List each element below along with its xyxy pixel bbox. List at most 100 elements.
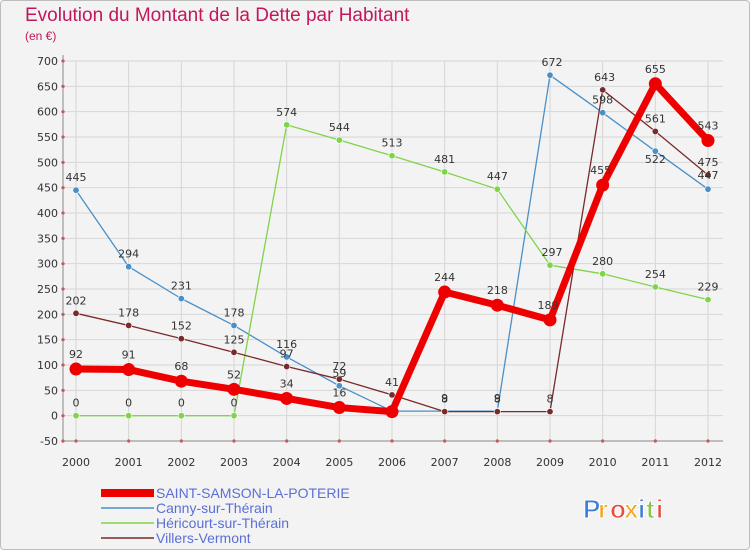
data-point-saint-samson-la-poterie [385, 405, 399, 419]
data-point-villers-vermont [177, 335, 185, 343]
chart-subtitle: (en €) [25, 29, 57, 43]
data-label-canny-sur-therain: 59 [332, 367, 346, 380]
data-label-villers-vermont: 97 [280, 348, 294, 361]
y-tick-label: 450 [37, 182, 58, 195]
x-tick-label: 2003 [220, 456, 248, 469]
data-label-villers-vermont: 8 [441, 393, 448, 406]
proxiti-logo: Pr ox i t i [583, 494, 664, 525]
data-label-villers-vermont: 475 [698, 156, 719, 169]
data-point-hericourt-sur-therain [651, 283, 659, 291]
x-tick-label: 2006 [378, 456, 406, 469]
data-label-villers-vermont: 72 [332, 360, 346, 373]
data-point-villers-vermont [651, 127, 659, 135]
data-label-villers-vermont: 202 [66, 294, 87, 307]
data-label-canny-sur-therain: 231 [171, 280, 192, 293]
data-label-canny-sur-therain: 294 [118, 248, 139, 261]
data-label-villers-vermont: 41 [385, 376, 399, 389]
data-point-canny-sur-therain [651, 147, 659, 155]
data-point-canny-sur-therain [125, 263, 133, 271]
data-point-hericourt-sur-therain [335, 136, 343, 144]
data-point-canny-sur-therain [546, 71, 554, 79]
x-tick-label: 2001 [115, 456, 143, 469]
data-label-saint-samson-la-poterie: 244 [434, 271, 455, 284]
data-point-villers-vermont [704, 171, 712, 179]
chart-title: Evolution du Montant de la Dette par Hab… [25, 5, 410, 26]
data-point-hericourt-sur-therain [704, 296, 712, 304]
data-label-canny-sur-therain: 9 [494, 392, 501, 405]
x-tick-label: 2004 [273, 456, 301, 469]
data-point-hericourt-sur-therain [125, 412, 133, 420]
logo-letter: t [646, 494, 655, 524]
data-point-villers-vermont [335, 375, 343, 383]
data-label-saint-samson-la-poterie: 34 [280, 377, 294, 390]
logo-letter: r [598, 494, 608, 524]
data-label-saint-samson-la-poterie: 455 [590, 164, 611, 177]
y-tick-label: 300 [37, 258, 58, 271]
y-tick-label: 500 [37, 156, 58, 169]
x-tick-label: 2012 [694, 456, 722, 469]
data-point-canny-sur-therain [599, 109, 607, 117]
data-point-hericourt-sur-therain [441, 168, 449, 176]
y-tick-label: -50 [40, 435, 58, 448]
data-point-saint-samson-la-poterie [174, 374, 188, 388]
data-point-saint-samson-la-poterie [701, 134, 715, 148]
data-label-hericourt-sur-therain: 297 [542, 246, 563, 259]
data-point-hericourt-sur-therain [388, 152, 396, 160]
data-point-villers-vermont [546, 408, 554, 416]
data-point-canny-sur-therain [177, 295, 185, 303]
data-point-saint-samson-la-poterie [543, 313, 557, 327]
data-label-canny-sur-therain: 178 [224, 306, 245, 319]
data-point-hericourt-sur-therain [177, 412, 185, 420]
data-point-saint-samson-la-poterie [332, 401, 346, 415]
x-tick-label: 2009 [536, 456, 564, 469]
data-point-villers-vermont [230, 348, 238, 356]
data-label-hericourt-sur-therain: 254 [645, 268, 666, 281]
data-label-hericourt-sur-therain: 574 [276, 106, 297, 119]
data-label-canny-sur-therain: 672 [542, 56, 563, 69]
legend-label-canny-sur-therain: Canny-sur-Thérain [156, 500, 273, 516]
y-tick-label: 100 [37, 359, 58, 372]
y-tick-label: 600 [37, 106, 58, 119]
data-point-saint-samson-la-poterie [69, 362, 83, 376]
data-label-canny-sur-therain: 9 [441, 392, 448, 405]
data-label-villers-vermont: 125 [224, 333, 245, 346]
data-label-hericourt-sur-therain: 513 [382, 137, 403, 150]
data-point-canny-sur-therain [704, 185, 712, 193]
data-point-saint-samson-la-poterie [122, 363, 136, 377]
data-label-saint-samson-la-poterie: 218 [487, 284, 508, 297]
data-point-saint-samson-la-poterie [227, 382, 241, 396]
data-label-saint-samson-la-poterie: 68 [174, 360, 188, 373]
logo-letter: i [656, 494, 663, 524]
data-label-canny-sur-therain: 445 [66, 171, 87, 184]
data-label-villers-vermont: 643 [594, 71, 615, 84]
data-point-villers-vermont [388, 391, 396, 399]
legend-label-villers-vermont: Villers-Vermont [156, 530, 251, 546]
data-point-canny-sur-therain [230, 321, 238, 329]
data-point-villers-vermont [599, 86, 607, 94]
data-label-canny-sur-therain: 598 [592, 94, 613, 107]
data-label-hericourt-sur-therain: 0 [178, 397, 185, 410]
x-tick-label: 2010 [589, 456, 617, 469]
data-point-villers-vermont [493, 408, 501, 416]
logo-letter: i [638, 494, 645, 524]
data-label-hericourt-sur-therain: 229 [698, 281, 719, 294]
data-label-saint-samson-la-poterie: 52 [227, 368, 241, 381]
data-label-villers-vermont: 8 [494, 393, 501, 406]
legend-label-saint-samson-la-poterie: SAINT-SAMSON-LA-POTERIE [156, 485, 350, 501]
x-tick-label: 2011 [641, 456, 669, 469]
data-label-hericourt-sur-therain: 0 [73, 397, 80, 410]
data-point-hericourt-sur-therain [493, 185, 501, 193]
data-label-saint-samson-la-poterie: 655 [645, 63, 666, 76]
data-label-villers-vermont: 178 [118, 306, 139, 319]
data-point-hericourt-sur-therain [283, 121, 291, 129]
y-tick-label: 650 [37, 80, 58, 93]
data-label-hericourt-sur-therain: 481 [434, 153, 455, 166]
data-point-saint-samson-la-poterie [490, 298, 504, 312]
data-point-villers-vermont [72, 309, 80, 317]
data-label-villers-vermont: 8 [547, 393, 554, 406]
data-label-hericourt-sur-therain: 0 [125, 397, 132, 410]
data-label-canny-sur-therain: 522 [645, 153, 666, 166]
x-tick-label: 2007 [431, 456, 459, 469]
